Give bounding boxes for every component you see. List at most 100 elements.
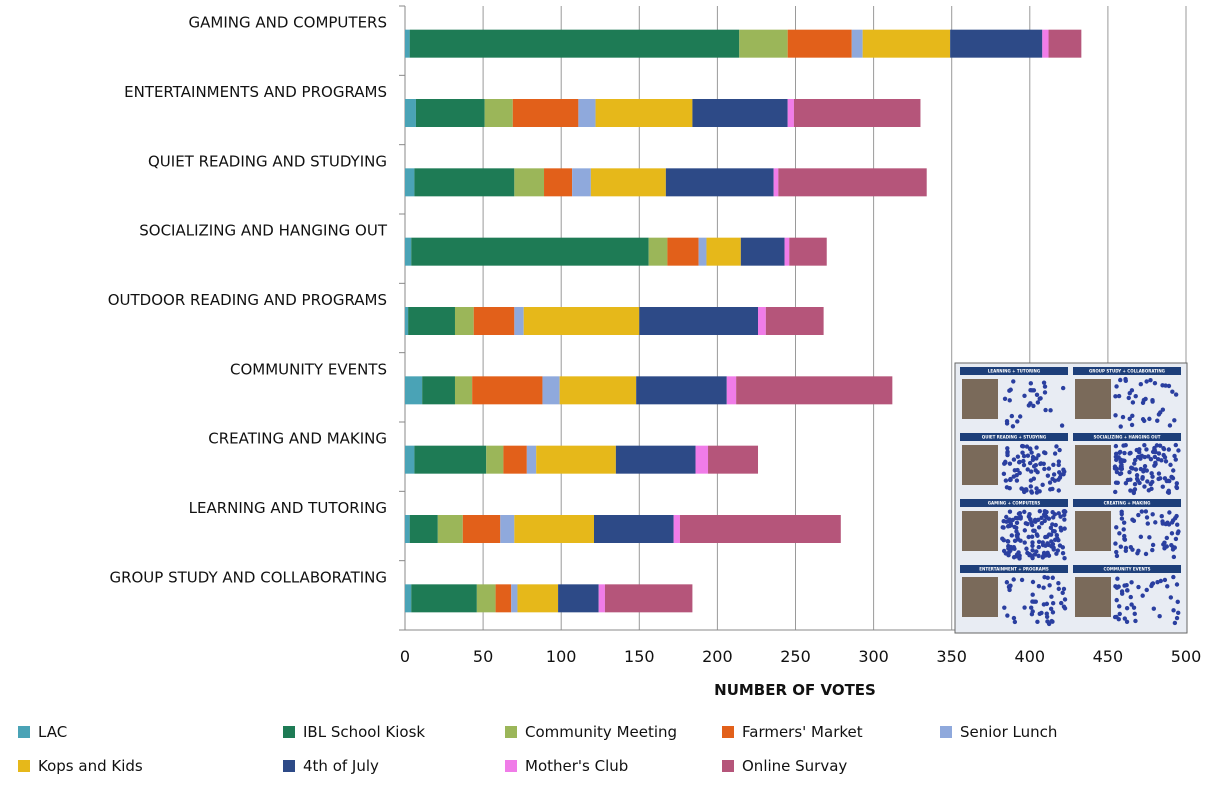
inset-dot xyxy=(1055,533,1059,537)
chart: NUMBER OF VOTES 050100150200250300350400… xyxy=(0,0,1208,783)
inset-dot xyxy=(1036,453,1040,457)
inset-dot xyxy=(1020,578,1024,582)
legend-label: Online Survay xyxy=(742,757,847,775)
inset-dot xyxy=(1175,616,1179,620)
inset-dot xyxy=(1050,510,1054,514)
inset-photo-tile xyxy=(962,511,998,551)
inset-photo-tile xyxy=(1075,379,1111,419)
inset-dot xyxy=(1127,396,1131,400)
bar-segment xyxy=(503,446,526,474)
legend-swatch xyxy=(505,760,517,772)
inset-dot xyxy=(1012,457,1016,461)
inset-label: SOCIALIZING + HANGING OUT xyxy=(1094,435,1161,440)
inset-dot xyxy=(1157,471,1161,475)
bar-segment xyxy=(485,99,513,127)
category-label: SOCIALIZING AND HANGING OUT xyxy=(139,222,388,240)
inset-dot xyxy=(1118,612,1122,616)
inset-dot xyxy=(1162,447,1166,451)
inset-dot xyxy=(1048,408,1052,412)
inset-dot xyxy=(1142,419,1146,423)
bar-segment xyxy=(517,584,558,612)
inset-dot xyxy=(1150,512,1154,516)
bar-segment xyxy=(594,515,674,543)
inset-dot xyxy=(1130,547,1134,551)
inset-dot xyxy=(1044,510,1048,514)
bar-segment xyxy=(692,99,787,127)
bar-segment xyxy=(794,99,921,127)
inset-dot xyxy=(1047,532,1051,536)
x-tick-label: 100 xyxy=(546,647,577,666)
inset-dot xyxy=(1128,391,1132,395)
inset-dot xyxy=(1004,519,1008,523)
inset-dot xyxy=(1120,591,1124,595)
inset-dot xyxy=(1015,478,1019,482)
bar-segment xyxy=(736,376,892,404)
inset-dot xyxy=(1175,481,1179,485)
x-tick-label: 250 xyxy=(780,647,811,666)
inset-dot xyxy=(1046,576,1050,580)
inset-dot xyxy=(1017,556,1021,560)
inset-photo-tile xyxy=(962,445,998,485)
x-tick-label: 300 xyxy=(858,647,889,666)
legend-swatch xyxy=(505,726,517,738)
category-label: GROUP STUDY AND COLLABORATING xyxy=(109,568,387,586)
inset-dot xyxy=(1147,488,1151,492)
inset-dot xyxy=(1163,383,1167,387)
inset-dot xyxy=(1116,455,1120,459)
inset-dot xyxy=(1020,450,1024,454)
inset-dot xyxy=(1013,620,1017,624)
bar-segment xyxy=(616,446,696,474)
inset-dot xyxy=(1039,611,1043,615)
inset-dot xyxy=(1022,394,1026,398)
inset-dot xyxy=(1139,467,1143,471)
bar-segment xyxy=(405,30,410,58)
inset-dot xyxy=(1174,392,1178,396)
inset-dot xyxy=(1145,588,1149,592)
bar-segment xyxy=(416,99,485,127)
x-tick-label: 350 xyxy=(936,647,967,666)
category-label: LEARNING AND TUTORING xyxy=(189,499,387,517)
bar-segment xyxy=(500,515,514,543)
inset-dot xyxy=(1156,457,1160,461)
inset-photo-tile xyxy=(962,379,998,419)
inset-dot xyxy=(1030,490,1034,494)
inset-dot xyxy=(1021,459,1025,463)
inset-dot xyxy=(1114,525,1118,529)
inset-dot xyxy=(1017,460,1021,464)
inset-dot xyxy=(1030,388,1034,392)
inset-dot xyxy=(1122,534,1126,538)
inset-dot xyxy=(1145,515,1149,519)
inset-dot xyxy=(1137,481,1141,485)
legend-label: Senior Lunch xyxy=(960,723,1057,741)
inset-dot xyxy=(1114,550,1118,554)
inset-dot xyxy=(1062,587,1066,591)
bar-segment xyxy=(591,168,666,196)
inset-dot xyxy=(1035,532,1039,536)
bar-segment xyxy=(778,168,926,196)
inset-dot xyxy=(1010,414,1014,418)
inset-dot xyxy=(1046,552,1050,556)
inset-dot xyxy=(1125,588,1129,592)
inset-dot xyxy=(1135,448,1139,452)
inset-dot xyxy=(1008,477,1012,481)
inset-dot xyxy=(1051,463,1055,467)
inset-dot xyxy=(1008,462,1012,466)
legend-label: Farmers' Market xyxy=(742,723,863,741)
inset-dot xyxy=(1149,457,1153,461)
legend-label: Mother's Club xyxy=(525,757,628,775)
inset-dot xyxy=(1041,554,1045,558)
inset-dot xyxy=(1056,538,1060,542)
legend-swatch xyxy=(722,726,734,738)
bar-segment xyxy=(514,515,594,543)
inset-dot xyxy=(1140,509,1144,513)
inset-dot xyxy=(1037,489,1041,493)
inset-dot xyxy=(1158,410,1162,414)
inset-dot xyxy=(1158,444,1162,448)
inset-dot xyxy=(1131,400,1135,404)
inset-dot xyxy=(1134,467,1138,471)
bar-segment xyxy=(758,307,766,335)
inset-dot xyxy=(1120,512,1124,516)
inset-dot xyxy=(1030,540,1034,544)
inset-dot xyxy=(1144,509,1148,513)
inset-dot xyxy=(1128,477,1132,481)
